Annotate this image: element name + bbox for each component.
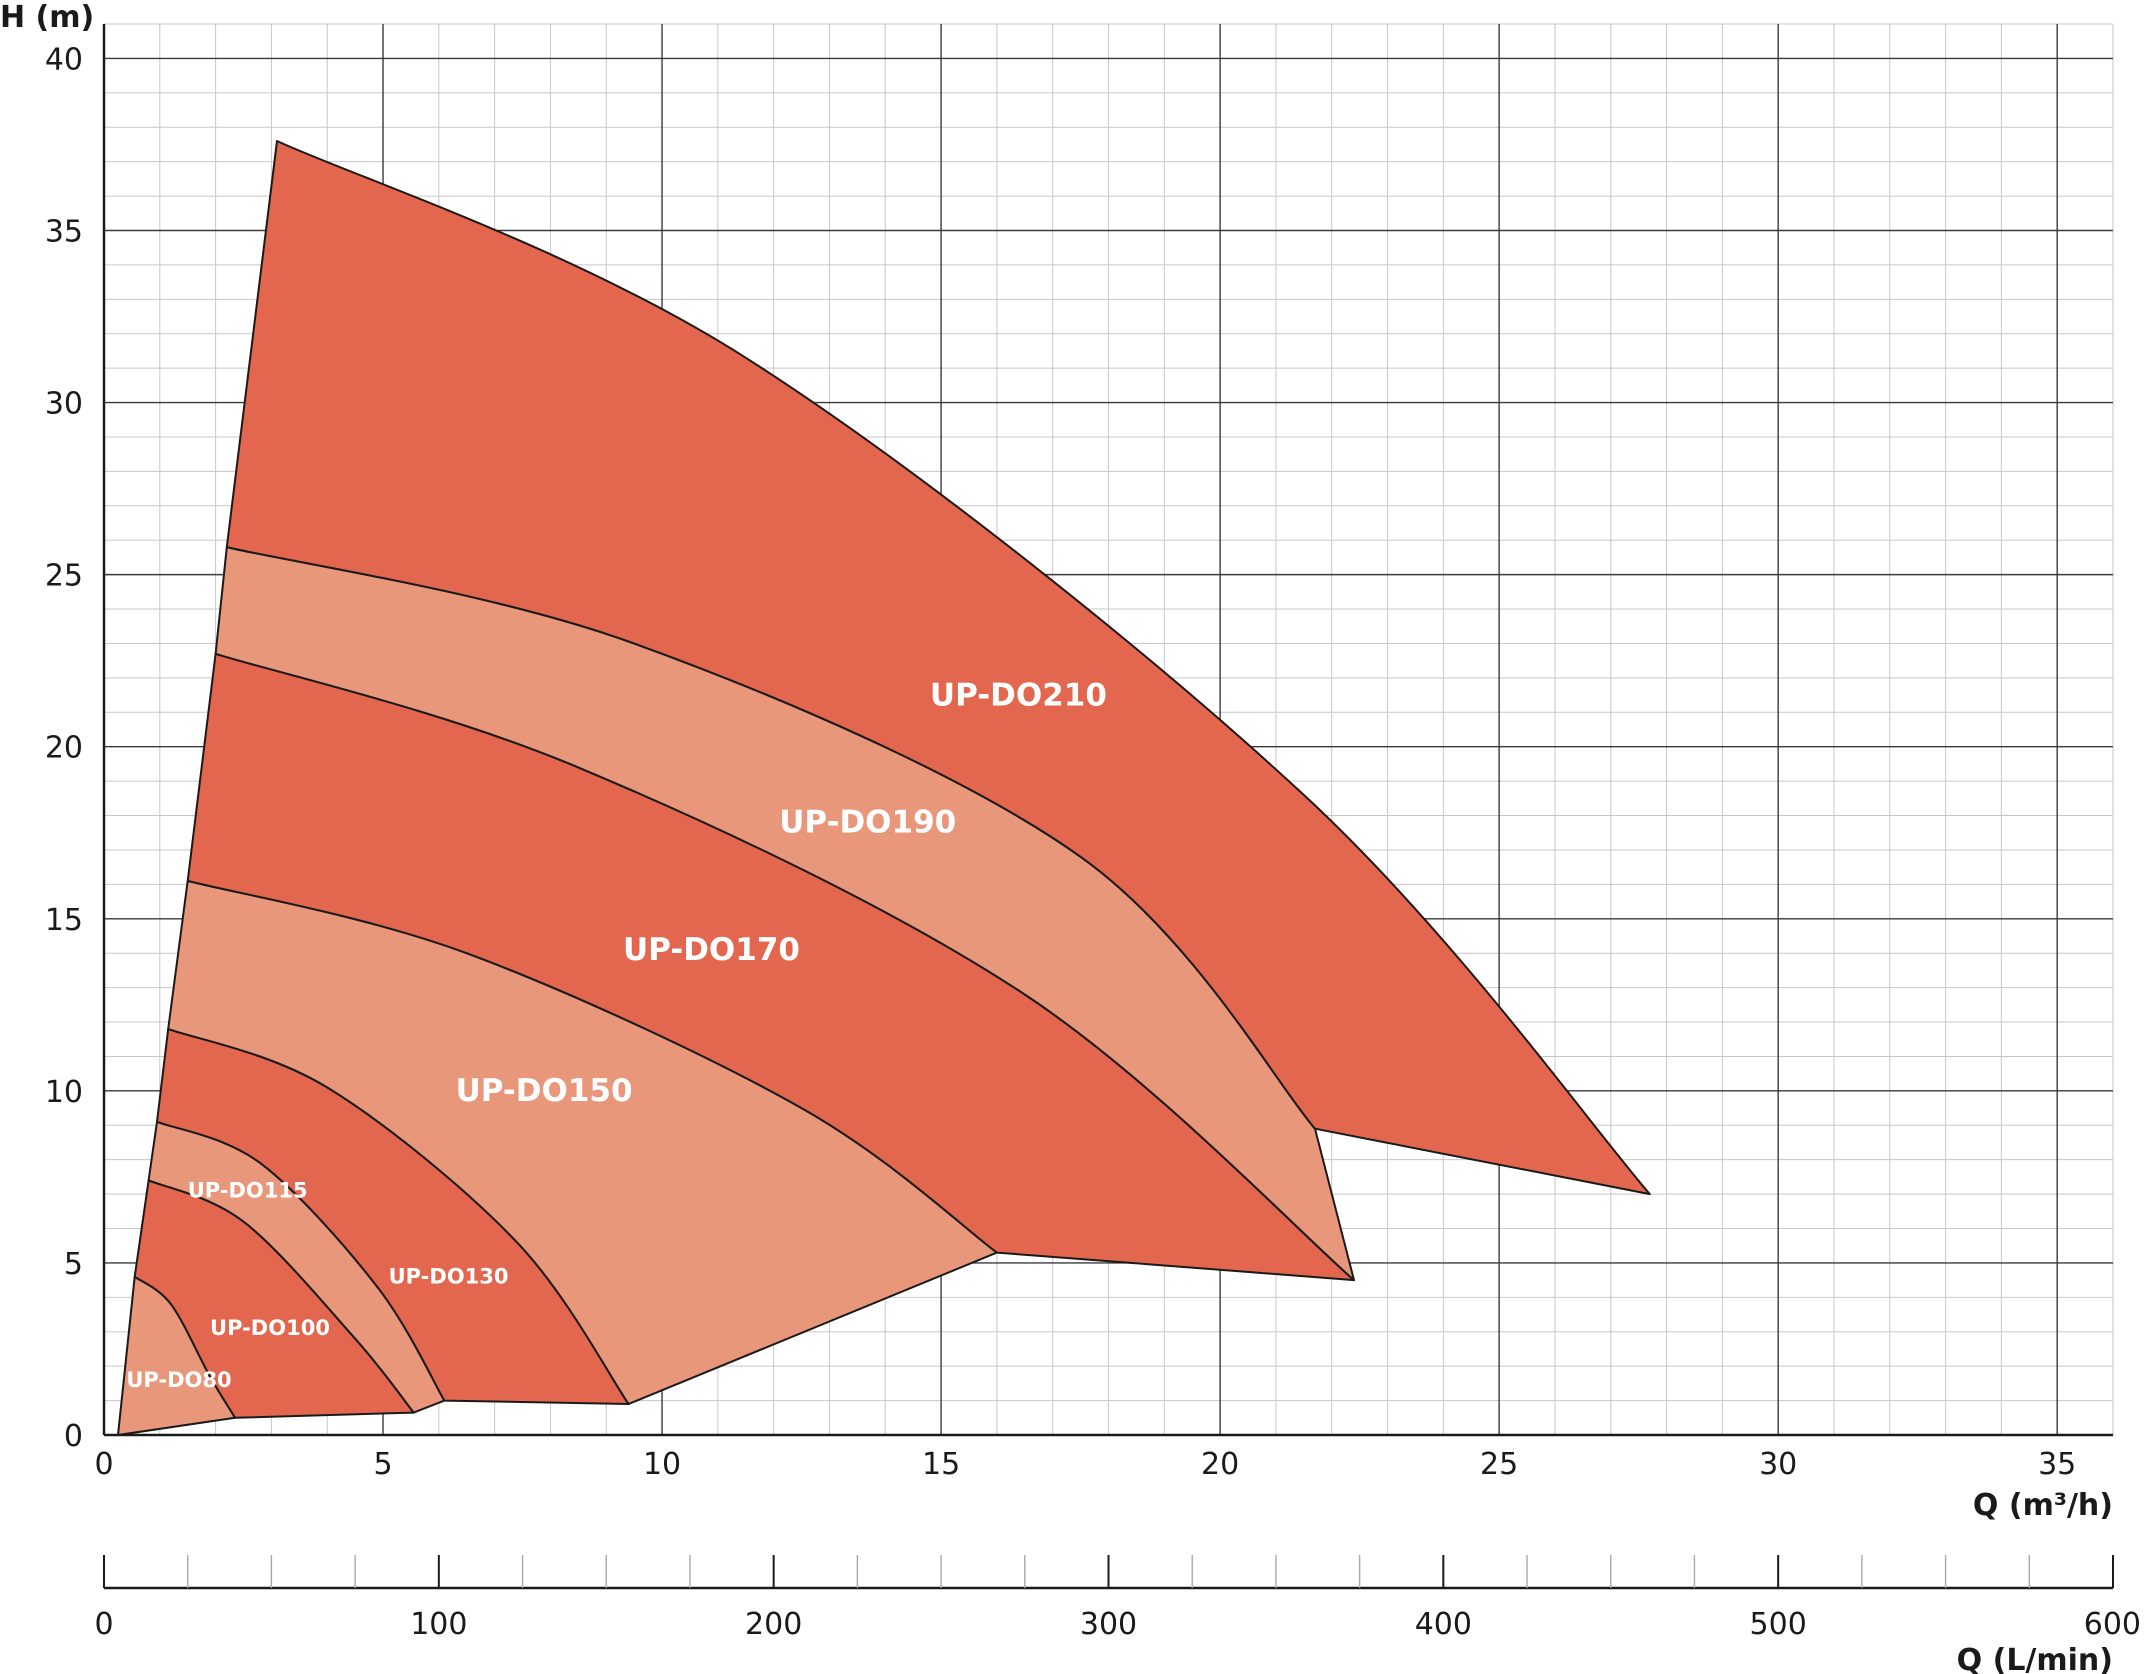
secondary-x-tick-label: 600	[2084, 1607, 2141, 1642]
secondary-x-tick-label: 400	[1415, 1607, 1472, 1642]
x-tick-label: 5	[373, 1447, 392, 1482]
secondary-x-tick-label: 100	[410, 1607, 467, 1642]
zone-label-up-do80: UP-DO80	[126, 1368, 231, 1392]
zone-label-up-do190: UP-DO190	[779, 805, 956, 841]
x-tick-label: 30	[1759, 1447, 1797, 1482]
y-tick-label: 0	[64, 1419, 83, 1454]
x-tick-label: 25	[1480, 1447, 1518, 1482]
x-axis-title: Q (m³/h)	[1973, 1488, 2113, 1523]
secondary-x-tick-label: 300	[1080, 1607, 1137, 1642]
zone-label-up-do170: UP-DO170	[623, 932, 800, 968]
pump-zone-labels: UP-DO80 UP-DO100 UP-DO115 UP-DO130 UP-DO150 U…	[126, 677, 1107, 1391]
pump-zones	[117, 140, 1651, 1436]
zone-label-up-do130: UP-DO130	[389, 1265, 509, 1289]
secondary-x-tick-label: 0	[94, 1607, 113, 1642]
y-tick-label: 10	[45, 1075, 83, 1110]
y-axis-title: H (m)	[0, 0, 94, 35]
y-tick-label: 15	[45, 903, 83, 938]
x-tick-label: 10	[643, 1447, 681, 1482]
zone-label-up-do210: UP-DO210	[930, 677, 1107, 713]
y-tick-label: 40	[45, 42, 83, 77]
secondary-x-axis-title: Q (L/min)	[1957, 1643, 2113, 1674]
x-tick-label: 35	[2038, 1447, 2076, 1482]
y-tick-label: 30	[45, 387, 83, 422]
secondary-x-tick-label: 200	[745, 1607, 802, 1642]
secondary-x-tick-label: 500	[1750, 1607, 1807, 1642]
y-tick-label: 35	[45, 214, 83, 249]
x-tick-label: 0	[94, 1447, 113, 1482]
zone-label-up-do150: UP-DO150	[456, 1073, 633, 1109]
y-tick-label: 25	[45, 559, 83, 594]
x-tick-label: 15	[922, 1447, 960, 1482]
zone-label-up-do100: UP-DO100	[210, 1316, 330, 1340]
zone-label-up-do115: UP-DO115	[188, 1179, 308, 1203]
y-tick-label: 5	[64, 1247, 83, 1282]
y-tick-label: 20	[45, 731, 83, 766]
x-tick-label: 20	[1201, 1447, 1239, 1482]
axes	[102, 24, 2114, 1590]
zone-up-do210	[225, 140, 1651, 1196]
